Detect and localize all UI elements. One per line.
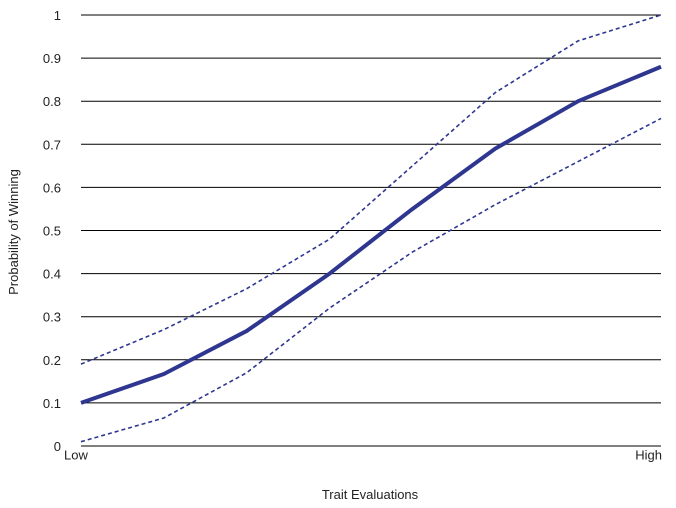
y-tick-label: 0.1 xyxy=(43,396,61,411)
y-tick-label: 0.4 xyxy=(43,267,61,282)
y-tick-labels: 0 0.1 0.2 0.3 0.4 0.5 0.6 0.7 0.8 0.9 1 xyxy=(43,8,61,454)
y-tick-label: 1 xyxy=(54,8,61,23)
y-tick-label: 0.9 xyxy=(43,51,61,66)
y-tick-label: 0.5 xyxy=(43,224,61,239)
x-tick-label-high: High xyxy=(635,448,662,463)
x-tick-labels: Low High xyxy=(64,448,662,463)
y-tick-label: 0.7 xyxy=(43,137,61,152)
predicted-probability-line xyxy=(80,64,662,405)
y-tick-label: 0 xyxy=(54,439,61,454)
upper-bound-line xyxy=(80,14,662,365)
y-axis-title: Probability of Winning xyxy=(6,169,21,295)
lower-bound-line xyxy=(80,117,662,443)
x-tick-label-low: Low xyxy=(64,448,88,463)
y-tick-label: 0.6 xyxy=(43,180,61,195)
x-axis-title: Trait Evaluations xyxy=(322,487,419,502)
y-tick-label: 0.3 xyxy=(43,310,61,325)
series-lines xyxy=(80,14,662,443)
grid-lines xyxy=(81,14,661,447)
y-tick-label: 0.2 xyxy=(43,353,61,368)
y-tick-label: 0.8 xyxy=(43,94,61,109)
